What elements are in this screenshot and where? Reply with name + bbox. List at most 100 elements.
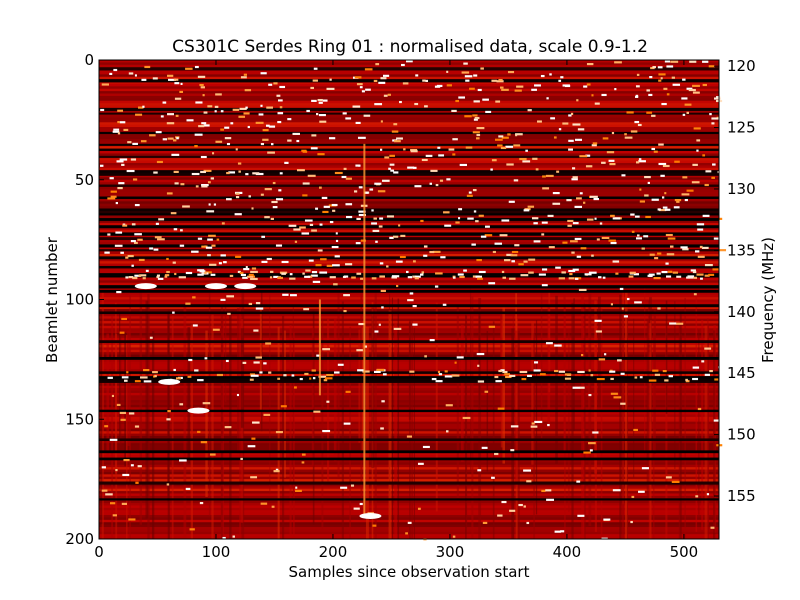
heatmap-row (99, 222, 719, 226)
bright-blob (187, 407, 210, 414)
heatmap-speckle (440, 256, 446, 259)
heatmap-speckle (619, 287, 624, 291)
heatmap-speckle (153, 171, 158, 174)
heatmap-speckle (179, 403, 184, 406)
heatmap-speckle (326, 264, 333, 267)
heatmap-streak (573, 298, 575, 432)
heatmap-streak (124, 332, 126, 467)
heatmap-speckle (139, 376, 148, 379)
heatmap-streak (500, 313, 503, 417)
heatmap-speckle (322, 210, 329, 214)
heatmap-speckle (180, 229, 183, 232)
heatmap-speckle (696, 139, 701, 142)
heatmap-speckle (356, 217, 361, 221)
heatmap-speckle (318, 375, 327, 378)
heatmap-speckle (414, 277, 419, 280)
heatmap-speckle (626, 111, 634, 114)
heatmap-streak (456, 304, 459, 504)
tick-label: 150 (65, 410, 94, 428)
heatmap-streak (600, 308, 603, 539)
heatmap-speckle (312, 280, 321, 283)
heatmap-speckle (316, 354, 321, 357)
heatmap-streak (633, 318, 635, 478)
heatmap-speckle (570, 112, 574, 115)
heatmap-streak (674, 301, 676, 469)
heatmap-speckle (409, 292, 414, 295)
heatmap-speckle (636, 73, 640, 76)
heatmap-row (99, 493, 719, 497)
heatmap-dark-row (99, 184, 719, 187)
bright-blob (204, 283, 227, 290)
heatmap-speckle (501, 88, 509, 91)
heatmap-speckle (212, 152, 215, 155)
heatmap-speckle (358, 164, 361, 167)
heatmap-speckle (509, 509, 516, 512)
heatmap-speckle (194, 369, 199, 372)
heatmap-speckle (609, 370, 616, 373)
heatmap-row (99, 507, 719, 511)
heatmap-streak (626, 311, 629, 539)
heatmap-speckle (510, 449, 515, 452)
heatmap-speckle (555, 266, 561, 269)
heatmap-speckle (251, 437, 256, 440)
chart-title: CS301C Serdes Ring 01 : normalised data,… (172, 37, 648, 57)
heatmap-row (99, 529, 719, 533)
heatmap-speckle (239, 107, 247, 110)
heatmap-speckle (476, 352, 485, 356)
heatmap-speckle (599, 222, 603, 225)
heatmap-streak (311, 327, 315, 467)
heatmap-speckle (304, 219, 313, 222)
heatmap-speckle (649, 253, 655, 256)
heatmap-speckle (384, 156, 390, 159)
heatmap-speckle (501, 500, 507, 504)
heatmap-speckle (591, 144, 597, 147)
heatmap-speckle (702, 60, 709, 63)
heatmap-speckle (409, 370, 415, 373)
heatmap-streak (139, 291, 143, 525)
heatmap-speckle (358, 186, 363, 189)
heatmap-speckle (532, 157, 538, 160)
heatmap-speckle (514, 89, 522, 92)
heatmap-speckle (526, 521, 530, 525)
heatmap-speckle (343, 422, 351, 425)
heatmap-row (99, 452, 719, 456)
heatmap-speckle (492, 250, 496, 254)
heatmap-speckle (260, 104, 263, 107)
heatmap-speckle (203, 124, 210, 127)
heatmap-speckle (180, 183, 185, 186)
heatmap-row (99, 426, 719, 430)
heatmap-speckle (589, 195, 598, 198)
y-axis-ticks: 0 50 100 150 200 (65, 51, 104, 548)
heatmap-dark-row (99, 143, 719, 146)
heatmap-speckle (476, 137, 480, 140)
heatmap-speckle (237, 162, 242, 165)
heatmap-speckle (191, 250, 199, 253)
heatmap-speckle (513, 179, 519, 182)
heatmap-streak (625, 292, 628, 539)
heatmap-speckle (635, 85, 640, 88)
heatmap-speckle (641, 247, 645, 250)
heatmap-speckle (125, 256, 129, 259)
heatmap-speckle (497, 514, 503, 517)
heatmap-speckle (700, 277, 703, 280)
heatmap-speckle (571, 178, 578, 181)
heatmap-speckle (201, 185, 208, 188)
heatmap-speckle (651, 198, 659, 201)
heatmap-speckle (114, 244, 123, 247)
heatmap-streak (679, 313, 682, 539)
heatmap-speckle (653, 150, 658, 153)
heatmap-speckle (401, 63, 405, 67)
heatmap-streak (281, 315, 285, 539)
heatmap-speckle (238, 115, 246, 118)
heatmap-speckle (358, 213, 366, 217)
heatmap-speckle (663, 87, 668, 90)
heatmap-speckle (315, 113, 319, 116)
heatmap-speckle (255, 356, 262, 359)
heatmap-speckle (403, 148, 406, 151)
heatmap-speckle (651, 147, 656, 151)
heatmap-speckle (658, 162, 667, 166)
heatmap-speckle (560, 76, 564, 79)
heatmap-speckle (152, 371, 158, 374)
heatmap-speckle (255, 172, 264, 176)
heatmap-speckle (389, 163, 395, 166)
